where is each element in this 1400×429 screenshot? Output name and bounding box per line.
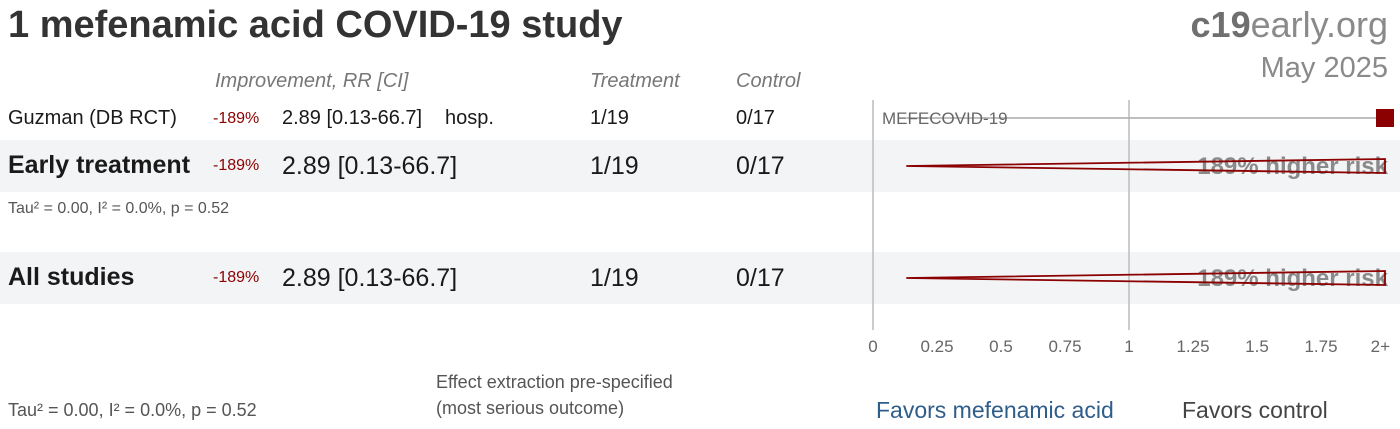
study-treatment: 1/19 bbox=[590, 107, 629, 129]
early-treatment-label: Early treatment bbox=[8, 151, 191, 179]
header-treatment: Treatment bbox=[590, 70, 680, 92]
all-rr: 2.89 [0.13-66.7] bbox=[282, 264, 458, 292]
study-rr: 2.89 [0.13-66.7] bbox=[282, 107, 423, 129]
tick-label: 0 bbox=[868, 337, 877, 356]
pooled-diamond bbox=[906, 270, 1386, 286]
all-studies-label: All studies bbox=[8, 263, 135, 291]
pooled-diamond bbox=[906, 158, 1386, 174]
brand-prefix: c19 bbox=[1190, 4, 1251, 45]
page-title: 1 mefenamic acid COVID-19 study bbox=[8, 4, 623, 46]
early-improvement: -189% bbox=[213, 157, 260, 174]
publication-date: May 2025 bbox=[1260, 52, 1388, 84]
all-control: 0/17 bbox=[736, 264, 785, 292]
all-studies-band bbox=[0, 252, 1400, 304]
early-heterogeneity: Tau² = 0.00, I² = 0.0%, p = 0.52 bbox=[8, 200, 230, 217]
study-outcome: hosp. bbox=[445, 107, 494, 129]
header-improvement: Improvement, RR [CI] bbox=[215, 70, 409, 92]
all-improvement: -189% bbox=[213, 269, 260, 286]
early-treatment-band bbox=[0, 140, 1400, 192]
effect-marker bbox=[1376, 109, 1394, 127]
favors-treatment-label: Favors mefenamic acid bbox=[876, 397, 1114, 423]
early-rr: 2.89 [0.13-66.7] bbox=[282, 152, 458, 180]
all-treatment: 1/19 bbox=[590, 264, 639, 292]
tick-label: 2+ bbox=[1371, 337, 1390, 356]
footer-note-line1: Effect extraction pre-specified bbox=[436, 372, 673, 392]
tick-label: 1.25 bbox=[1176, 337, 1209, 356]
tick-label: 0.25 bbox=[920, 337, 953, 356]
study-plot-label: MEFECOVID-19 bbox=[882, 109, 1008, 128]
risk-label: 189% higher risk bbox=[1197, 153, 1388, 180]
study-name[interactable]: Guzman (DB RCT) bbox=[8, 107, 177, 129]
header-control: Control bbox=[736, 70, 801, 92]
footer-note-line2: (most serious outcome) bbox=[436, 398, 625, 418]
tick-label: 0.75 bbox=[1048, 337, 1081, 356]
tick-label: 1.5 bbox=[1245, 337, 1269, 356]
favors-control-label: Favors control bbox=[1182, 397, 1328, 423]
study-control: 0/17 bbox=[736, 107, 775, 129]
risk-label: 189% higher risk bbox=[1197, 265, 1388, 292]
early-control: 0/17 bbox=[736, 152, 785, 180]
study-improvement: -189% bbox=[213, 110, 260, 127]
tick-label: 1 bbox=[1124, 337, 1133, 356]
tick-label: 1.75 bbox=[1304, 337, 1337, 356]
brand-logo[interactable]: c19early.org bbox=[1191, 4, 1388, 46]
footer-heterogeneity: Tau² = 0.00, I² = 0.0%, p = 0.52 bbox=[8, 400, 257, 420]
tick-label: 0.5 bbox=[989, 337, 1013, 356]
brand-suffix: early.org bbox=[1250, 4, 1388, 45]
early-treatment: 1/19 bbox=[590, 152, 639, 180]
